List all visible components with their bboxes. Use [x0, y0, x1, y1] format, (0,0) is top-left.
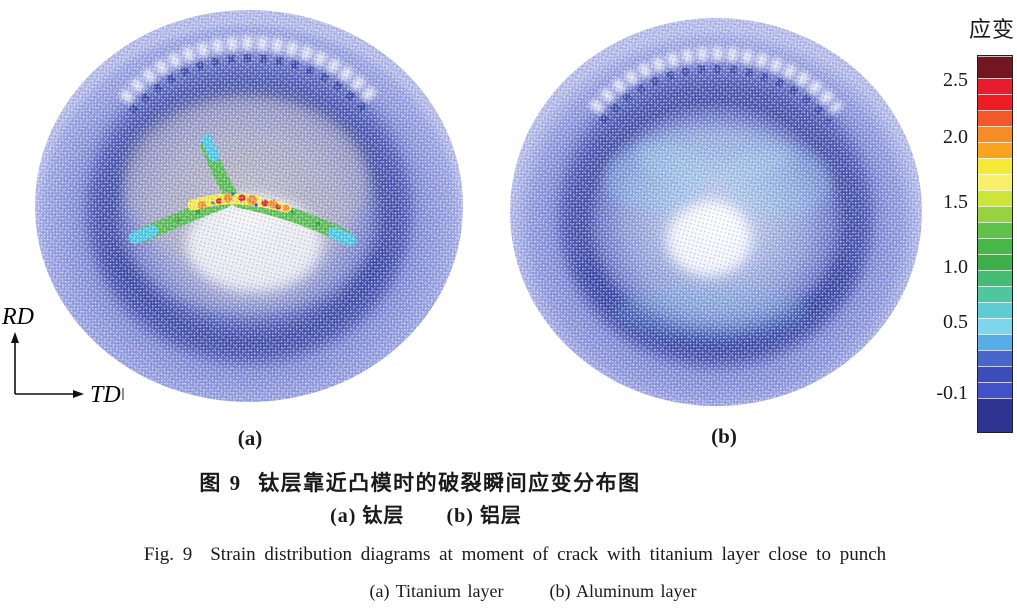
- colorbar-title: 应变: [968, 17, 1015, 42]
- colorbar-segment: [978, 302, 1012, 318]
- colorbar-segment: [978, 206, 1012, 222]
- colorbar-tick-label: 1.5: [943, 191, 968, 213]
- mesh-speckle-moire: [510, 18, 922, 406]
- caption-zh-title: 图 9 钛层靠近凸模时的破裂瞬间应变分布图: [0, 467, 840, 497]
- caption-en-fig-no: Fig. 9: [143, 544, 193, 565]
- panel-b-label: (b): [711, 424, 737, 448]
- rd-axis-arrowhead: [11, 332, 19, 343]
- colorbar-tick-label: -0.1: [936, 382, 968, 404]
- colorbar-segment: [978, 110, 1012, 126]
- colorbar-tick-labels: 2.5 2.0 1.5 1.0 0.5 -0.1: [916, 55, 968, 433]
- caption-en-sub-b: (b) Aluminum layer: [549, 581, 697, 601]
- td-axis-arrowhead: [73, 390, 84, 398]
- colorbar-segment: [978, 270, 1012, 286]
- colorbar-tick-label: 2.0: [943, 126, 968, 148]
- colorbar: [977, 55, 1013, 433]
- rd-td-axes: RD TD: [1, 304, 124, 408]
- colorbar-segment: [978, 238, 1012, 254]
- colorbar-segment: [978, 366, 1012, 382]
- colorbar-tick-label: 1.0: [943, 256, 968, 278]
- caption-en-title-text: Strain distribution diagrams at moment o…: [210, 544, 887, 565]
- caption-zh-sub-a: (a) 钛层: [330, 505, 405, 527]
- colorbar-segment: [978, 382, 1012, 398]
- colorbar-segment: [978, 398, 1012, 432]
- mesh-speckle-moire: [35, 10, 463, 402]
- strain-map-aluminum-panel: [510, 18, 922, 406]
- colorbar-tick-label: 0.5: [943, 311, 968, 333]
- colorbar-segment: [978, 350, 1012, 366]
- caption-en-title: Fig. 9 Strain distribution diagrams at mo…: [0, 544, 1017, 566]
- colorbar-segment: [978, 334, 1012, 350]
- caption-zh-sublabels: (a) 钛层 (b) 铝层: [0, 499, 852, 528]
- colorbar-segment: [978, 142, 1012, 158]
- colorbar-tick-label: 2.5: [943, 69, 968, 91]
- colorbar-segment: [978, 126, 1012, 142]
- colorbar-segment: [978, 56, 1012, 78]
- colorbar-segment: [978, 94, 1012, 110]
- caption-zh-fig-no: 图 9: [199, 471, 243, 495]
- colorbar-segment: [978, 78, 1012, 94]
- rd-axis-label: RD: [1, 304, 34, 330]
- caption-en-sublabels: (a) Titanium layer (b) Aluminum layer: [0, 581, 1017, 602]
- colorbar-segment: [978, 286, 1012, 302]
- colorbar-segment: [978, 190, 1012, 206]
- panel-a-label: (a): [237, 426, 263, 450]
- caption-zh-title-text: 钛层靠近凸模时的破裂瞬间应变分布图: [258, 471, 641, 495]
- colorbar-segment: [978, 318, 1012, 334]
- colorbar-segment: [978, 254, 1012, 270]
- td-axis-label: TD: [90, 382, 121, 408]
- colorbar-segment: [978, 174, 1012, 190]
- caption-en-sub-a: (a) Titanium layer: [369, 581, 504, 601]
- caption-zh-sub-b: (b) 铝层: [446, 505, 522, 527]
- strain-map-titanium-panel: [35, 10, 463, 402]
- colorbar-segment: [978, 158, 1012, 174]
- colorbar-segment: [978, 222, 1012, 238]
